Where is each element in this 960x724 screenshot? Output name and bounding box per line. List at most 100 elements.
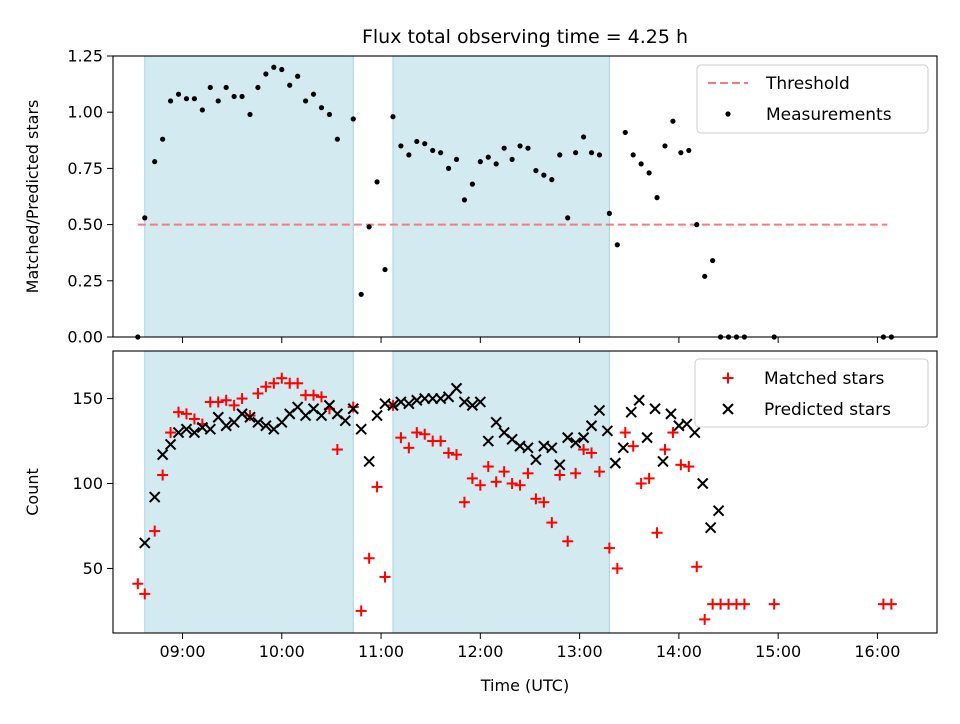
matched-star-point — [379, 571, 391, 583]
measurement-point — [175, 91, 182, 97]
measurement-point — [382, 266, 388, 273]
predicted-star-point — [633, 394, 645, 406]
measurement-point — [509, 156, 515, 163]
x-tick-label: 12:00 — [457, 642, 503, 661]
legend-predicted-swatch — [722, 403, 734, 415]
matched-star-point — [292, 377, 304, 389]
measurement-point — [414, 138, 420, 145]
x-tick-label: 13:00 — [557, 642, 603, 661]
measurement-point — [541, 172, 547, 178]
measurement-point — [287, 82, 293, 88]
matched-star-point — [627, 440, 639, 452]
x-tick-label: 10:00 — [259, 642, 305, 661]
measurement-point — [406, 152, 412, 158]
measurement-point — [694, 222, 700, 228]
measurement-point — [485, 154, 491, 160]
matched-star-point — [276, 372, 288, 384]
y-tick-label: 1.25 — [67, 47, 103, 66]
measurement-point — [422, 141, 428, 147]
measurement-point — [255, 84, 261, 91]
measurement-point — [438, 150, 444, 156]
predicted-star-point — [172, 426, 185, 439]
measurement-point — [239, 93, 245, 100]
predicted-star-point — [657, 455, 669, 468]
measurement-point — [662, 143, 668, 149]
matched-star-point — [268, 377, 280, 389]
matched-star-point — [570, 467, 582, 479]
legend-threshold-label: Threshold — [765, 74, 850, 94]
predicted-star-point — [260, 420, 272, 432]
measurement-point — [398, 143, 404, 149]
measurement-point — [580, 134, 587, 140]
matched-star-point — [482, 461, 494, 473]
matched-star-point — [514, 479, 526, 491]
measurement-point — [183, 96, 190, 102]
matched-star-point — [180, 408, 192, 420]
predicted-star-point — [569, 437, 582, 449]
predicted-star-point — [466, 399, 479, 412]
predicted-star-point — [156, 448, 169, 461]
matched-star-point — [450, 449, 462, 461]
predicted-star-point — [546, 442, 558, 454]
measurement-point — [374, 179, 380, 185]
measurement-point — [302, 98, 309, 104]
measurement-point — [622, 129, 628, 136]
matched-star-point — [466, 472, 478, 484]
measurement-point — [573, 150, 579, 156]
measurement-point — [231, 93, 237, 100]
predicted-star-point — [601, 425, 614, 437]
matched-star-point — [603, 542, 615, 554]
predicted-star-point — [244, 411, 256, 423]
matched-star-point — [586, 447, 598, 459]
measurement-point — [207, 84, 213, 91]
x-tick-label: 15:00 — [755, 642, 801, 661]
measurement-point — [310, 91, 317, 97]
x-tick-label: 09:00 — [159, 642, 205, 661]
predicted-star-point — [554, 459, 566, 471]
legend-predicted-label: Predicted stars — [764, 400, 891, 420]
matched-star-point — [474, 479, 486, 491]
matched-star-point — [635, 478, 647, 490]
predicted-star-point — [490, 416, 502, 429]
predicted-star-point — [252, 416, 264, 429]
shaded-span-1 — [392, 350, 610, 634]
matched-star-point — [355, 605, 367, 617]
matched-star-point — [331, 444, 343, 456]
matched-star-point — [885, 598, 897, 610]
measurement-point — [646, 170, 652, 176]
predicted-star-point — [363, 455, 375, 468]
matched-star-point — [691, 561, 703, 573]
chart-title: Flux total observing time = 4.25 h — [362, 26, 688, 48]
legend-box — [696, 64, 929, 134]
predicted-star-point — [649, 403, 661, 415]
matched-star-point — [498, 466, 510, 478]
matched-star-point — [667, 427, 679, 439]
measurement-point — [533, 168, 539, 174]
matched-star-point — [554, 469, 566, 481]
matched-star-point — [546, 517, 558, 529]
predicted-star-point — [458, 396, 471, 408]
matched-star-point — [699, 613, 711, 625]
axes-frame — [112, 350, 938, 634]
measurement-point — [430, 147, 436, 154]
predicted-star-point — [220, 420, 232, 432]
matched-star-point — [443, 447, 455, 459]
predicted-star-point — [522, 442, 534, 454]
matched-star-point — [308, 389, 320, 401]
predicted-star-point — [577, 431, 590, 444]
measurement-point — [142, 215, 148, 221]
measurement-point — [614, 242, 620, 248]
y-tick-label: 0.25 — [67, 271, 103, 290]
y-axis-label: Count — [23, 468, 42, 516]
predicted-star-point — [450, 382, 463, 395]
matched-star-point — [220, 394, 232, 406]
predicted-star-point — [236, 408, 248, 420]
measurement-point — [199, 107, 205, 113]
predicted-star-point — [403, 397, 415, 410]
matched-star-point — [578, 444, 590, 456]
predicted-star-point — [315, 409, 328, 422]
measurement-point — [686, 147, 692, 154]
measurement-point — [334, 136, 340, 142]
measurement-point — [517, 143, 523, 149]
